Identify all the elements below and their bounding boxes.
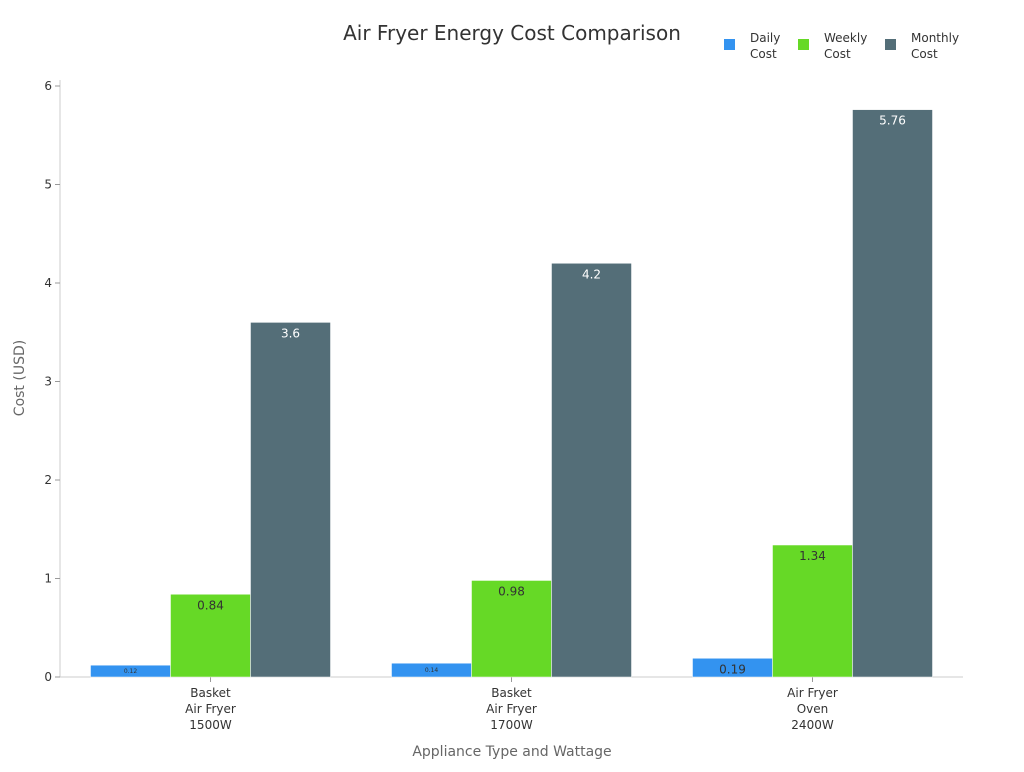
legend-swatch [724,39,735,50]
legend: Daily Cost Weekly Cost Monthly Cost [724,31,959,61]
y-tick-label: 3 [44,375,52,389]
y-tick-label: 6 [44,79,52,93]
y-tick-label: 5 [44,178,52,192]
bar[interactable] [170,594,251,678]
data-label: 0.84 [197,598,224,612]
y-tick-label: 2 [44,473,52,487]
y-tick-label: 0 [44,670,52,684]
bars: 0.12 0.84 3.6 0.14 0.98 4.2 0.19 1.34 5.76 [90,109,933,678]
data-label: 5.76 [879,114,906,128]
bar[interactable] [852,109,933,678]
legend-swatch [798,39,809,50]
axes: 0 1 2 3 4 5 6 Basket Air Fryer 1500W Basket Air Fry… [44,79,963,732]
data-label: 0.12 [124,668,138,675]
x-tick-label: Air Fryer Oven 2400W [787,686,838,732]
data-label: 0.14 [425,667,439,674]
legend-label: Weekly Cost [824,31,867,61]
data-label: 0.19 [719,662,746,676]
data-label: 0.98 [498,584,525,598]
data-label: 1.34 [799,549,826,563]
bar[interactable] [772,544,853,678]
legend-label: Daily Cost [750,31,780,61]
data-label: 4.2 [582,267,601,281]
y-axis-label: Cost (USD) [12,340,28,416]
chart-title: Air Fryer Energy Cost Comparison [343,21,681,45]
x-tick-label: Basket Air Fryer 1500W [185,686,236,732]
y-tick-label: 4 [44,276,52,290]
legend-label: Monthly Cost [911,31,959,61]
x-tick-label: Basket Air Fryer 1700W [486,686,537,732]
bar[interactable] [551,263,632,678]
data-label: 3.6 [281,326,300,340]
bar[interactable] [250,322,331,678]
bar[interactable] [471,580,552,678]
y-tick-label: 1 [44,572,52,586]
legend-swatch [885,39,896,50]
x-axis-label: Appliance Type and Wattage [412,744,611,760]
